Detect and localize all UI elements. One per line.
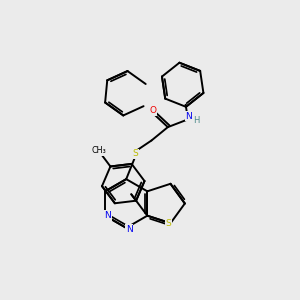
Text: O: O [149,106,156,115]
Text: S: S [165,219,171,228]
Text: H: H [194,116,200,125]
Text: S: S [132,149,138,158]
Text: N: N [185,112,192,121]
Text: N: N [126,225,133,234]
Text: CH₃: CH₃ [91,146,106,155]
Text: N: N [104,211,111,220]
